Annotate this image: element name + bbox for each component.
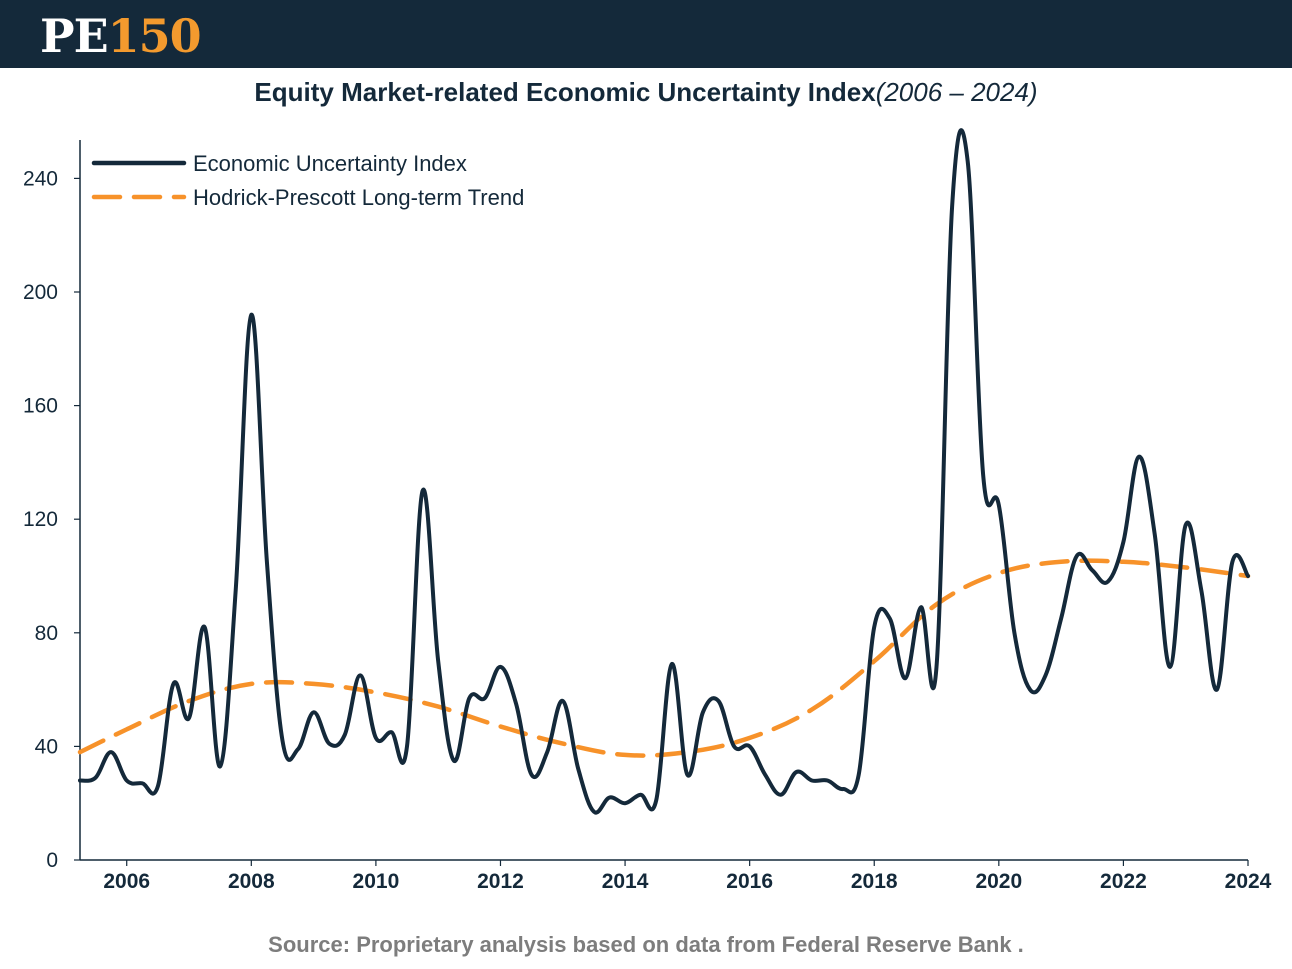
chart-series bbox=[77, 128, 1251, 815]
chart-title: Equity Market-related Economic Uncertain… bbox=[0, 74, 1292, 110]
y-tick-label: 40 bbox=[35, 735, 58, 758]
pe150-logo: PE150 bbox=[40, 6, 202, 66]
legend-label-trend: Hodrick-Prescott Long-term Trend bbox=[193, 185, 524, 210]
chart-title-main: Equity Market-related Economic Uncertain… bbox=[254, 77, 876, 107]
y-tick-label: 0 bbox=[46, 849, 58, 872]
x-tick-label: 2024 bbox=[1225, 870, 1272, 893]
chart-axes: 0 40 80 120 160 200 240 2006 2008 2010 2012 2014 201… bbox=[23, 140, 1272, 893]
x-tick-label: 2018 bbox=[851, 870, 898, 893]
legend-label-index: Economic Uncertainty Index bbox=[193, 151, 467, 176]
y-tick-label: 200 bbox=[23, 281, 58, 304]
logo-pe-text: PE bbox=[40, 9, 109, 63]
series-line-index bbox=[78, 128, 1250, 815]
x-tick-label: 2006 bbox=[103, 870, 150, 893]
chart-legend: Economic Uncertainty Index Hodrick-Presco… bbox=[91, 151, 524, 210]
x-tick-label: 2010 bbox=[353, 870, 400, 893]
x-tick-label: 2022 bbox=[1100, 870, 1147, 893]
series-line-trend bbox=[77, 558, 1251, 758]
x-tick-label: 2008 bbox=[228, 870, 275, 893]
x-tick-label: 2014 bbox=[602, 870, 649, 893]
chart-title-range: (2006 – 2024) bbox=[875, 77, 1038, 107]
x-tick-label: 2016 bbox=[726, 870, 773, 893]
x-tick-label: 2020 bbox=[975, 870, 1022, 893]
header-banner: PE150 bbox=[0, 0, 1292, 68]
source-note: Source: Proprietary analysis based on da… bbox=[268, 932, 1024, 957]
y-tick-label: 160 bbox=[23, 395, 58, 418]
y-tick-label: 80 bbox=[35, 622, 58, 645]
logo-number-text: 150 bbox=[107, 9, 202, 63]
y-tick-label: 120 bbox=[23, 508, 58, 531]
x-tick-label: 2012 bbox=[477, 870, 524, 893]
y-tick-label: 240 bbox=[23, 167, 58, 190]
